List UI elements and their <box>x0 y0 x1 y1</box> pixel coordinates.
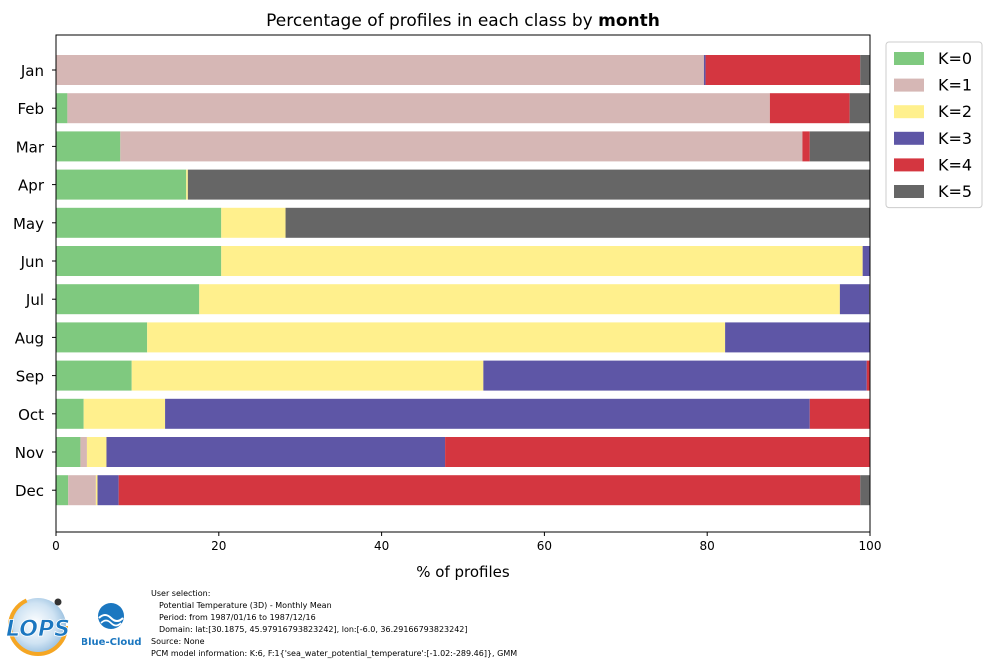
bar-jul-k3 <box>839 284 870 315</box>
bar-jul-k0 <box>56 284 200 315</box>
bar-jun-k0 <box>56 246 222 276</box>
y-axis: Jan Feb Mar Apr May Jun Jul Aug Sep Oct Nov Dec <box>13 62 56 500</box>
legend-label-k1: K=1 <box>938 76 972 95</box>
bar-jan-k1 <box>56 55 704 85</box>
bar-feb-k1 <box>67 93 770 124</box>
lops-logo: LOPS <box>6 596 70 656</box>
footer-line-user-selection: User selection: <box>151 589 211 598</box>
y-tick-label-jan: Jan <box>20 62 44 80</box>
x-tick-label-20: 20 <box>211 539 226 553</box>
bar-nov-k1 <box>80 437 87 467</box>
bar-mar-k0 <box>56 131 121 162</box>
y-tick-label-dec: Dec <box>15 482 44 500</box>
bar-mar-k1 <box>120 131 803 162</box>
y-tick-label-mar: Mar <box>16 138 45 156</box>
bar-aug-k2 <box>147 322 726 353</box>
bar-oct-k0 <box>56 398 84 429</box>
y-tick-label-aug: Aug <box>15 329 44 347</box>
bar-may-k0 <box>56 207 222 238</box>
bar-jan-k5 <box>860 55 870 85</box>
legend-swatch-k0 <box>894 52 924 65</box>
y-tick-label-may: May <box>13 215 44 233</box>
x-tick-label-100: 100 <box>859 539 882 553</box>
bar-dec-k2 <box>95 475 98 506</box>
bar-oct-k3 <box>165 398 810 429</box>
legend-label-k0: K=0 <box>938 49 972 68</box>
bar-jun-k3 <box>862 246 870 276</box>
chart-title: Percentage of profiles in each class by … <box>266 11 660 31</box>
y-tick-label-jul: Jul <box>25 291 44 309</box>
y-tick-label-nov: Nov <box>15 444 44 462</box>
bar-oct-k4 <box>809 398 870 429</box>
bar-apr-k2 <box>186 169 188 200</box>
lops-logo-text: LOPS <box>6 617 70 642</box>
bar-sep-k3 <box>483 360 867 391</box>
y-tick-label-oct: Oct <box>18 406 44 424</box>
bar-jun-k2 <box>221 246 863 276</box>
legend-swatch-k1 <box>894 78 924 92</box>
bar-mar-k4 <box>802 131 810 162</box>
x-tick-label-60: 60 <box>537 539 552 553</box>
bar-nov-k2 <box>86 437 107 467</box>
x-axis: 0 20 40 60 80 100 <box>52 532 881 553</box>
footer-line-period: Period: from 1987/01/16 to 1987/12/16 <box>159 613 316 622</box>
bar-may-k2 <box>221 207 286 238</box>
y-tick-label-jun: Jun <box>20 253 44 271</box>
legend-swatch-k3 <box>894 131 924 145</box>
legend-swatch-k2 <box>894 105 924 119</box>
bar-sep-k2 <box>131 360 484 391</box>
bar-dec-k3 <box>97 475 119 506</box>
bar-jan-k3 <box>703 55 706 85</box>
x-tick-label-40: 40 <box>374 539 389 553</box>
x-tick-label-80: 80 <box>700 539 715 553</box>
legend-label-k4: K=4 <box>938 155 972 174</box>
y-tick-label-apr: Apr <box>18 177 45 195</box>
legend: K=0 K=1 K=2 K=3 K=4 K=5 <box>885 41 983 209</box>
bluecloud-logo: Blue-Cloud <box>82 603 142 648</box>
bar-dec-k1 <box>68 475 96 506</box>
footer-line-domain: Domain: lat:[30.1875, 45.97916793823242]… <box>159 625 468 634</box>
legend-swatch-k5 <box>894 185 924 198</box>
footer-info: User selection: Potential Temperature (3… <box>151 588 517 660</box>
bar-dec-k0 <box>56 475 69 506</box>
bluecloud-wave-icon <box>98 603 124 629</box>
bar-aug-k3 <box>725 322 870 353</box>
bar-sep-k4 <box>866 360 870 391</box>
bar-mar-k5 <box>809 131 870 162</box>
bar-nov-k4 <box>445 437 870 467</box>
chart-title-main: Percentage of profiles in each class by <box>266 11 598 31</box>
bar-dec-k5 <box>860 475 870 506</box>
bar-apr-k5 <box>187 169 871 200</box>
legend-label-k5: K=5 <box>938 182 972 201</box>
bar-oct-k2 <box>83 398 166 429</box>
footer-line-variable: Potential Temperature (3D) - Monthly Mea… <box>159 601 332 610</box>
bar-aug-k0 <box>56 322 148 353</box>
plot-frame <box>55 34 871 533</box>
footer-line-pcm-model: PCM model information: K:6, F:1{'sea_wat… <box>151 649 518 658</box>
legend-label-k2: K=2 <box>938 102 972 121</box>
bar-may-k5 <box>285 207 871 238</box>
bar-nov-k0 <box>56 437 81 467</box>
bar-jul-k2 <box>199 284 840 315</box>
x-tick-label-0: 0 <box>52 539 60 553</box>
bar-sep-k0 <box>56 360 132 391</box>
bar-apr-k0 <box>56 169 187 200</box>
bar-jan-k4 <box>705 55 861 85</box>
y-tick-label-feb: Feb <box>17 100 44 118</box>
bar-nov-k3 <box>106 437 446 467</box>
bar-feb-k0 <box>56 93 68 124</box>
chart-title-bold: month <box>598 11 660 31</box>
y-tick-label-sep: Sep <box>16 368 44 386</box>
bar-feb-k4 <box>769 93 850 124</box>
bars-group <box>56 55 871 506</box>
stacked-bar-chart: Percentage of profiles in each class by … <box>13 11 983 581</box>
legend-swatch-k4 <box>894 158 924 172</box>
legend-label-k3: K=3 <box>938 129 972 148</box>
bluecloud-logo-text: Blue-Cloud <box>82 637 142 648</box>
x-axis-label: % of profiles <box>416 563 510 581</box>
bar-dec-k4 <box>118 475 861 506</box>
footer-line-source: Source: None <box>151 637 205 646</box>
bar-feb-k5 <box>849 93 870 124</box>
